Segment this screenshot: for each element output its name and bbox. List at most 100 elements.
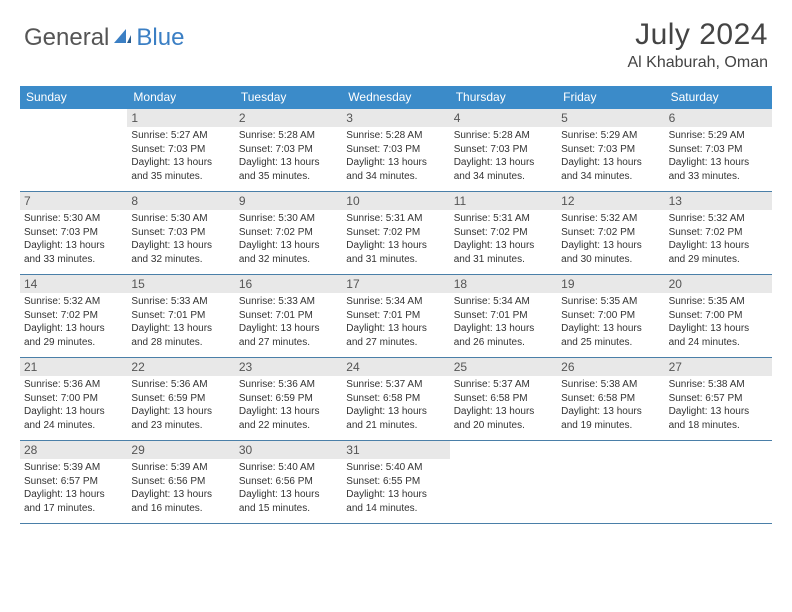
weeks-container: 1 Sunrise: 5:27 AMSunset: 7:03 PMDaylight… xyxy=(20,109,772,524)
day-number: 9 xyxy=(235,192,342,210)
day-cell: 1 Sunrise: 5:27 AMSunset: 7:03 PMDaylight… xyxy=(127,109,234,191)
location-subtitle: Al Khaburah, Oman xyxy=(627,54,768,72)
day-info: Sunrise: 5:40 AMSunset: 6:55 PMDaylight:… xyxy=(346,461,445,515)
day-number: 29 xyxy=(127,441,234,459)
day-number: 24 xyxy=(342,358,449,376)
day-info: Sunrise: 5:35 AMSunset: 7:00 PMDaylight:… xyxy=(669,295,768,349)
day-number: 12 xyxy=(557,192,664,210)
day-info: Sunrise: 5:27 AMSunset: 7:03 PMDaylight:… xyxy=(131,129,230,183)
day-cell: 24 Sunrise: 5:37 AMSunset: 6:58 PMDayligh… xyxy=(342,358,449,440)
weekday-header: Friday xyxy=(557,86,664,109)
day-number: 17 xyxy=(342,275,449,293)
day-info: Sunrise: 5:33 AMSunset: 7:01 PMDaylight:… xyxy=(239,295,338,349)
day-cell: 2 Sunrise: 5:28 AMSunset: 7:03 PMDaylight… xyxy=(235,109,342,191)
day-cell: 20 Sunrise: 5:35 AMSunset: 7:00 PMDayligh… xyxy=(665,275,772,357)
day-cell: 11 Sunrise: 5:31 AMSunset: 7:02 PMDayligh… xyxy=(450,192,557,274)
day-number: 31 xyxy=(342,441,449,459)
page-title: July 2024 xyxy=(627,18,768,52)
day-info: Sunrise: 5:28 AMSunset: 7:03 PMDaylight:… xyxy=(346,129,445,183)
day-info: Sunrise: 5:30 AMSunset: 7:03 PMDaylight:… xyxy=(131,212,230,266)
weekday-header: Monday xyxy=(127,86,234,109)
day-cell: 9 Sunrise: 5:30 AMSunset: 7:02 PMDaylight… xyxy=(235,192,342,274)
day-number: 6 xyxy=(665,109,772,127)
day-info: Sunrise: 5:28 AMSunset: 7:03 PMDaylight:… xyxy=(239,129,338,183)
weekday-header-row: Sunday Monday Tuesday Wednesday Thursday… xyxy=(20,86,772,109)
empty-day-cell xyxy=(557,441,664,523)
day-number: 1 xyxy=(127,109,234,127)
day-info: Sunrise: 5:32 AMSunset: 7:02 PMDaylight:… xyxy=(561,212,660,266)
day-info: Sunrise: 5:39 AMSunset: 6:57 PMDaylight:… xyxy=(24,461,123,515)
day-info: Sunrise: 5:31 AMSunset: 7:02 PMDaylight:… xyxy=(454,212,553,266)
day-number: 26 xyxy=(557,358,664,376)
weekday-header: Saturday xyxy=(665,86,772,109)
day-number: 23 xyxy=(235,358,342,376)
day-number: 22 xyxy=(127,358,234,376)
day-cell: 3Sunrise: 5:28 AMSunset: 7:03 PMDaylight… xyxy=(342,109,449,191)
day-number: 2 xyxy=(235,109,342,127)
week-row: 1 Sunrise: 5:27 AMSunset: 7:03 PMDaylight… xyxy=(20,109,772,192)
calendar: Sunday Monday Tuesday Wednesday Thursday… xyxy=(20,86,772,524)
day-cell: 30 Sunrise: 5:40 AMSunset: 6:56 PMDayligh… xyxy=(235,441,342,523)
day-number: 30 xyxy=(235,441,342,459)
day-cell: 7Sunrise: 5:30 AMSunset: 7:03 PMDaylight… xyxy=(20,192,127,274)
weekday-header: Thursday xyxy=(450,86,557,109)
day-info: Sunrise: 5:39 AMSunset: 6:56 PMDaylight:… xyxy=(131,461,230,515)
day-number: 14 xyxy=(20,275,127,293)
week-row: 7Sunrise: 5:30 AMSunset: 7:03 PMDaylight… xyxy=(20,192,772,275)
day-info: Sunrise: 5:29 AMSunset: 7:03 PMDaylight:… xyxy=(669,129,768,183)
weekday-header: Wednesday xyxy=(342,86,449,109)
day-info: Sunrise: 5:38 AMSunset: 6:57 PMDaylight:… xyxy=(669,378,768,432)
day-info: Sunrise: 5:38 AMSunset: 6:58 PMDaylight:… xyxy=(561,378,660,432)
day-number: 5 xyxy=(557,109,664,127)
day-cell: 26 Sunrise: 5:38 AMSunset: 6:58 PMDayligh… xyxy=(557,358,664,440)
day-cell: 23 Sunrise: 5:36 AMSunset: 6:59 PMDayligh… xyxy=(235,358,342,440)
empty-day-cell xyxy=(20,109,127,191)
day-info: Sunrise: 5:29 AMSunset: 7:03 PMDaylight:… xyxy=(561,129,660,183)
day-cell: 13Sunrise: 5:32 AMSunset: 7:02 PMDayligh… xyxy=(665,192,772,274)
day-cell: 8Sunrise: 5:30 AMSunset: 7:03 PMDaylight… xyxy=(127,192,234,274)
day-info: Sunrise: 5:36 AMSunset: 6:59 PMDaylight:… xyxy=(239,378,338,432)
day-number: 10 xyxy=(342,192,449,210)
day-number: 19 xyxy=(557,275,664,293)
day-cell: 17Sunrise: 5:34 AMSunset: 7:01 PMDayligh… xyxy=(342,275,449,357)
header: General Blue July 2024 Al Khaburah, Oman xyxy=(0,0,792,80)
day-number: 15 xyxy=(127,275,234,293)
day-cell: 27Sunrise: 5:38 AMSunset: 6:57 PMDayligh… xyxy=(665,358,772,440)
day-number: 20 xyxy=(665,275,772,293)
day-info: Sunrise: 5:37 AMSunset: 6:58 PMDaylight:… xyxy=(346,378,445,432)
day-cell: 25Sunrise: 5:37 AMSunset: 6:58 PMDayligh… xyxy=(450,358,557,440)
logo: General Blue xyxy=(24,24,184,52)
day-cell: 15 Sunrise: 5:33 AMSunset: 7:01 PMDayligh… xyxy=(127,275,234,357)
day-cell: 5 Sunrise: 5:29 AMSunset: 7:03 PMDaylight… xyxy=(557,109,664,191)
day-number: 25 xyxy=(450,358,557,376)
day-number: 21 xyxy=(20,358,127,376)
week-row: 21 Sunrise: 5:36 AMSunset: 7:00 PMDayligh… xyxy=(20,358,772,441)
day-number: 4 xyxy=(450,109,557,127)
day-cell: 31 Sunrise: 5:40 AMSunset: 6:55 PMDayligh… xyxy=(342,441,449,523)
day-cell: 14Sunrise: 5:32 AMSunset: 7:02 PMDayligh… xyxy=(20,275,127,357)
week-row: 14Sunrise: 5:32 AMSunset: 7:02 PMDayligh… xyxy=(20,275,772,358)
day-cell: 10Sunrise: 5:31 AMSunset: 7:02 PMDayligh… xyxy=(342,192,449,274)
day-number: 11 xyxy=(450,192,557,210)
day-number: 16 xyxy=(235,275,342,293)
day-info: Sunrise: 5:28 AMSunset: 7:03 PMDaylight:… xyxy=(454,129,553,183)
day-info: Sunrise: 5:34 AMSunset: 7:01 PMDaylight:… xyxy=(454,295,553,349)
day-info: Sunrise: 5:30 AMSunset: 7:02 PMDaylight:… xyxy=(239,212,338,266)
day-cell: 28 Sunrise: 5:39 AMSunset: 6:57 PMDayligh… xyxy=(20,441,127,523)
day-number: 13 xyxy=(665,192,772,210)
day-info: Sunrise: 5:36 AMSunset: 7:00 PMDaylight:… xyxy=(24,378,123,432)
week-row: 28 Sunrise: 5:39 AMSunset: 6:57 PMDayligh… xyxy=(20,441,772,524)
day-cell: 12 Sunrise: 5:32 AMSunset: 7:02 PMDayligh… xyxy=(557,192,664,274)
day-cell: 18Sunrise: 5:34 AMSunset: 7:01 PMDayligh… xyxy=(450,275,557,357)
day-info: Sunrise: 5:33 AMSunset: 7:01 PMDaylight:… xyxy=(131,295,230,349)
day-cell: 4 Sunrise: 5:28 AMSunset: 7:03 PMDaylight… xyxy=(450,109,557,191)
day-number: 7 xyxy=(20,192,127,210)
day-info: Sunrise: 5:35 AMSunset: 7:00 PMDaylight:… xyxy=(561,295,660,349)
title-block: July 2024 Al Khaburah, Oman xyxy=(627,18,768,72)
day-cell: 6 Sunrise: 5:29 AMSunset: 7:03 PMDaylight… xyxy=(665,109,772,191)
day-info: Sunrise: 5:40 AMSunset: 6:56 PMDaylight:… xyxy=(239,461,338,515)
logo-sail-icon xyxy=(112,26,132,51)
day-number: 28 xyxy=(20,441,127,459)
logo-text-general: General xyxy=(24,24,109,52)
empty-day-cell xyxy=(665,441,772,523)
